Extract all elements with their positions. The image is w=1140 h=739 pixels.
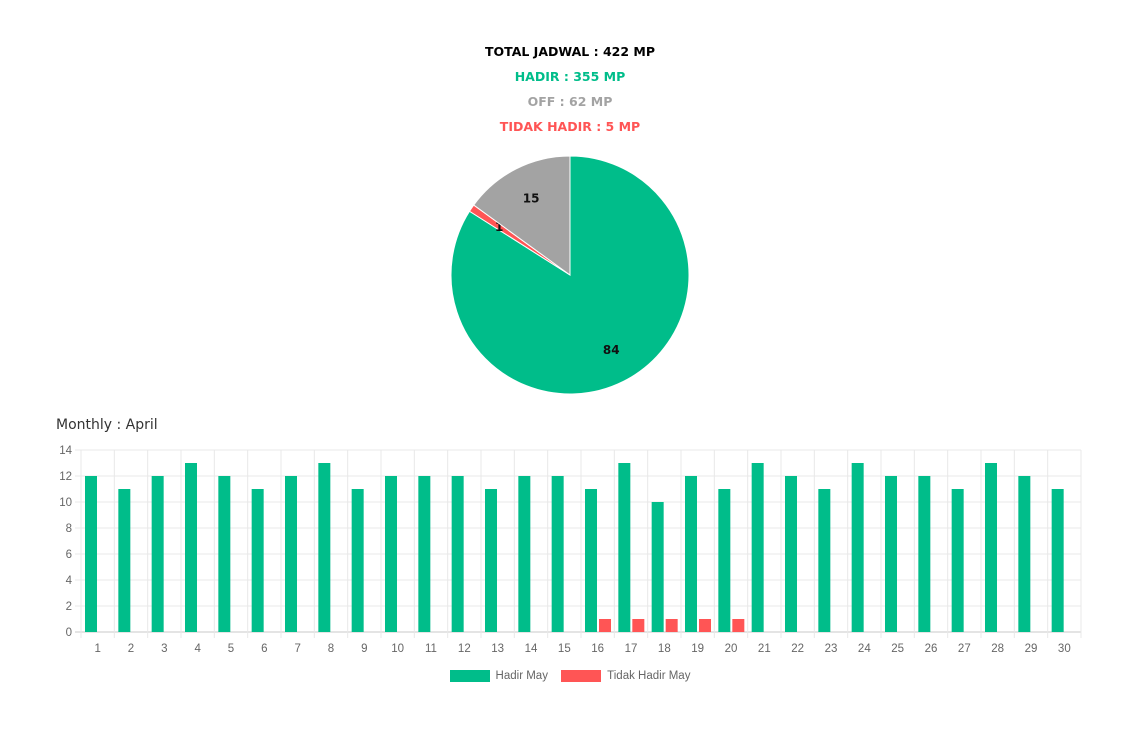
bar-tidak-hadir-19[interactable] [699,619,711,632]
bar-hadir-29[interactable] [1018,476,1031,632]
bar-hadir-9[interactable] [351,489,364,632]
bar-hadir-30[interactable] [1051,489,1064,632]
y-tick-label: 10 [59,497,72,509]
bar-hadir-10[interactable] [385,476,397,632]
bar-hadir-12[interactable] [451,476,464,632]
bar-hadir-21[interactable] [751,463,764,632]
x-tick-label: 15 [558,643,571,655]
bar-tidak-hadir-20[interactable] [732,619,745,632]
x-tick-label: 14 [525,643,538,655]
bar-hadir-6[interactable] [251,489,264,632]
x-tick-label: 16 [591,643,604,655]
bar-hadir-13[interactable] [485,489,497,632]
x-tick-label: 30 [1058,643,1071,655]
bar-hadir-17[interactable] [618,463,631,632]
x-tick-label: 22 [791,643,804,655]
bar-tidak-hadir-18[interactable] [665,619,678,632]
x-tick-label: 29 [1025,643,1038,655]
summary-tidak-hadir: TIDAK HADIR : 5 MP [499,119,641,134]
y-tick-label: 0 [66,627,72,639]
legend-item-tidak-hadir[interactable]: Tidak Hadir May [561,670,690,682]
y-tick-label: 8 [66,523,72,535]
bar-hadir-25[interactable] [885,476,897,632]
bar-hadir-15[interactable] [551,476,564,632]
bar-hadir-4[interactable] [185,463,197,632]
bar-hadir-23[interactable] [818,489,831,632]
x-tick-label: 1 [94,643,100,655]
x-tick-label: 4 [194,643,201,655]
bar-hadir-14[interactable] [518,476,531,632]
bar-hadir-8[interactable] [318,463,331,632]
bar-hadir-22[interactable] [785,476,797,632]
legend-label-tidak-hadir: Tidak Hadir May [607,670,691,682]
legend-item-hadir[interactable]: Hadir May [449,670,548,682]
x-tick-label: 25 [891,643,904,655]
x-tick-label: 24 [858,643,871,655]
bar-hadir-1[interactable] [85,476,97,632]
pie-label-1: 1 [495,220,503,234]
y-tick-label: 4 [66,575,73,587]
bar-hadir-16[interactable] [585,489,597,632]
x-tick-label: 5 [228,643,234,655]
y-tick-label: 2 [66,601,72,613]
legend-swatch-tidak-hadir [561,670,602,682]
x-tick-label: 6 [261,643,267,655]
x-tick-label: 23 [825,643,838,655]
x-tick-label: 8 [328,643,334,655]
summary-off: OFF : 62 MP [527,94,613,109]
y-tick-label: 12 [59,471,72,483]
pie-slice-2[interactable] [473,155,571,276]
bar-tidak-hadir-16[interactable] [599,619,611,632]
x-tick-label: 27 [958,643,971,655]
bar-hadir-26[interactable] [918,476,931,632]
x-tick-label: 19 [691,643,704,655]
x-tick-label: 12 [458,643,471,655]
x-tick-label: 10 [391,643,404,655]
legend-label-hadir: Hadir May [495,670,548,682]
legend-swatch-hadir [449,670,490,682]
pie-chart: 84 1 15 [450,155,690,395]
x-tick-label: 20 [725,643,738,655]
pie-label-2: 15 [523,192,540,206]
x-tick-label: 28 [991,643,1004,655]
y-tick-label: 14 [59,445,72,457]
x-tick-label: 21 [758,643,771,655]
bar-hadir-18[interactable] [651,502,664,632]
summary-hadir: HADIR : 355 MP [514,69,626,84]
x-tick-label: 13 [491,643,504,655]
bar-hadir-20[interactable] [718,489,731,632]
x-tick-label: 7 [294,643,300,655]
pie-label-0: 84 [603,343,620,357]
bar-hadir-24[interactable] [851,463,864,632]
x-tick-label: 3 [161,643,167,655]
summary-total: TOTAL JADWAL : 422 MP [484,44,655,59]
bar-legend: Hadir May Tidak Hadir May [0,670,1140,685]
bar-hadir-19[interactable] [685,476,697,632]
x-tick-label: 2 [128,643,134,655]
bar-hadir-2[interactable] [118,489,131,632]
x-tick-label: 26 [925,643,938,655]
y-tick-label: 6 [66,549,72,561]
monthly-title: Monthly : April [56,417,158,433]
bar-hadir-7[interactable] [285,476,297,632]
bar-hadir-5[interactable] [218,476,231,632]
bar-hadir-11[interactable] [418,476,431,632]
bar-hadir-28[interactable] [985,463,997,632]
x-tick-label: 18 [658,643,671,655]
x-tick-label: 11 [425,643,437,655]
bar-hadir-27[interactable] [951,489,964,632]
bar-hadir-3[interactable] [151,476,164,632]
x-tick-label: 17 [625,643,638,655]
bar-tidak-hadir-17[interactable] [632,619,645,632]
x-tick-label: 9 [361,643,367,655]
